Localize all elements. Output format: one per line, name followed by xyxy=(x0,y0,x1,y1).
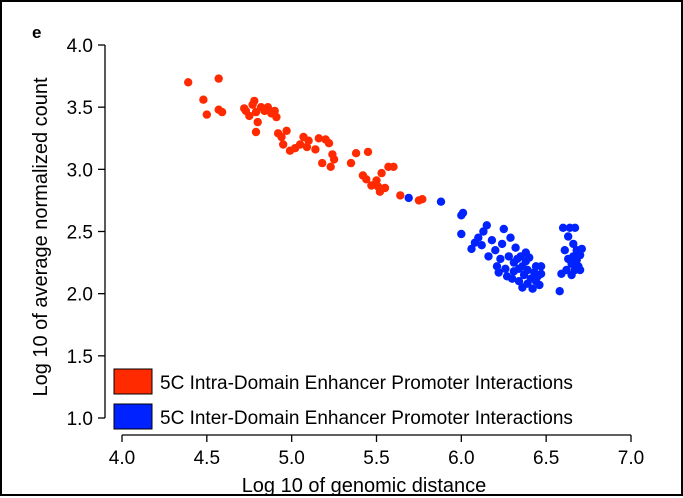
intra-domain-point xyxy=(272,113,280,121)
inter-domain-point xyxy=(500,225,508,233)
intra-domain-point xyxy=(418,195,426,203)
data-points xyxy=(184,74,586,295)
inter-domain-point xyxy=(437,198,445,206)
y-tick-label: 3.5 xyxy=(67,98,93,119)
inter-domain-point xyxy=(488,236,496,244)
y-tick-label: 2.5 xyxy=(67,223,93,244)
inter-domain-point xyxy=(506,234,514,242)
x-tick-label: 6.5 xyxy=(533,448,559,469)
legend: 5C Intra-Domain Enhancer Promoter Intera… xyxy=(114,369,573,429)
intra-domain-point xyxy=(381,184,389,192)
inter-domain-point xyxy=(576,251,584,259)
intra-domain-point xyxy=(396,191,404,199)
x-axis-ticks: 4.0 4.5 5.0 5.5 6.0 6.5 7.0 xyxy=(109,435,644,469)
x-tick-label: 4.0 xyxy=(109,448,135,469)
intra-domain-point xyxy=(352,149,360,157)
intra-domain-point xyxy=(304,137,312,145)
inter-domain-point xyxy=(535,281,543,289)
y-axis-title: Log 10 of average normalized count xyxy=(30,77,52,397)
x-tick-label: 4.5 xyxy=(194,448,220,469)
inter-domain-point xyxy=(525,253,533,261)
intra-domain-point xyxy=(218,108,226,116)
inter-domain-point xyxy=(571,224,579,232)
y-tick-label: 3.0 xyxy=(67,160,93,181)
intra-domain-point xyxy=(311,145,319,153)
intra-domain-point xyxy=(279,140,287,148)
inter-domain-point xyxy=(496,255,504,263)
x-tick-label: 6.0 xyxy=(448,448,474,469)
inter-domain-point xyxy=(483,221,491,229)
inter-domain-point xyxy=(561,246,569,254)
y-tick-label: 4.0 xyxy=(67,36,93,57)
inter-domain-point xyxy=(484,252,492,260)
x-tick-label: 5.5 xyxy=(363,448,389,469)
intra-domain-point xyxy=(327,163,335,171)
intra-domain-point xyxy=(377,169,385,177)
intra-domain-point xyxy=(364,148,372,156)
intra-domain-point xyxy=(318,159,326,167)
inter-domain-point xyxy=(511,244,519,252)
inter-domain-point xyxy=(556,287,564,295)
y-tick-label: 1.0 xyxy=(67,409,93,430)
inter-domain-point xyxy=(478,241,486,249)
inter-domain-point xyxy=(491,246,499,254)
intra-domain-point xyxy=(254,118,262,126)
legend-swatch-intra xyxy=(114,369,152,394)
intra-domain-point xyxy=(199,96,207,104)
intra-domain-point xyxy=(325,139,333,147)
legend-label-inter: 5C Inter-Domain Enhancer Promoter Intera… xyxy=(160,408,573,429)
intra-domain-point xyxy=(282,127,290,135)
legend-swatch-inter xyxy=(114,404,152,429)
x-tick-label: 7.0 xyxy=(618,448,644,469)
inter-domain-point xyxy=(576,266,584,274)
intra-domain-point xyxy=(215,74,223,82)
intra-domain-point xyxy=(389,163,397,171)
intra-domain-point xyxy=(252,128,260,136)
intra-domain-point xyxy=(203,110,211,118)
inter-domain-point xyxy=(459,209,467,217)
inter-domain-point xyxy=(564,232,572,240)
y-axis-ticks: 1.0 1.5 2.0 2.5 3.0 3.5 4.0 xyxy=(67,36,105,430)
inter-domain-point xyxy=(537,262,545,270)
panel-label: e xyxy=(32,23,41,42)
intra-domain-point xyxy=(330,155,338,163)
legend-label-intra: 5C Intra-Domain Enhancer Promoter Intera… xyxy=(160,373,573,394)
inter-domain-point xyxy=(498,240,506,248)
intra-domain-point xyxy=(347,159,355,167)
x-axis-title: Log 10 of genomic distance xyxy=(242,475,487,497)
intra-domain-point xyxy=(250,97,258,105)
intra-domain-point xyxy=(184,78,192,86)
inter-domain-point xyxy=(457,230,465,238)
y-tick-label: 1.5 xyxy=(67,347,93,368)
x-tick-label: 5.0 xyxy=(278,448,304,469)
y-tick-label: 2.0 xyxy=(67,285,93,306)
inter-domain-point xyxy=(537,270,545,278)
inter-domain-point xyxy=(405,194,413,202)
inter-domain-point xyxy=(501,265,509,273)
